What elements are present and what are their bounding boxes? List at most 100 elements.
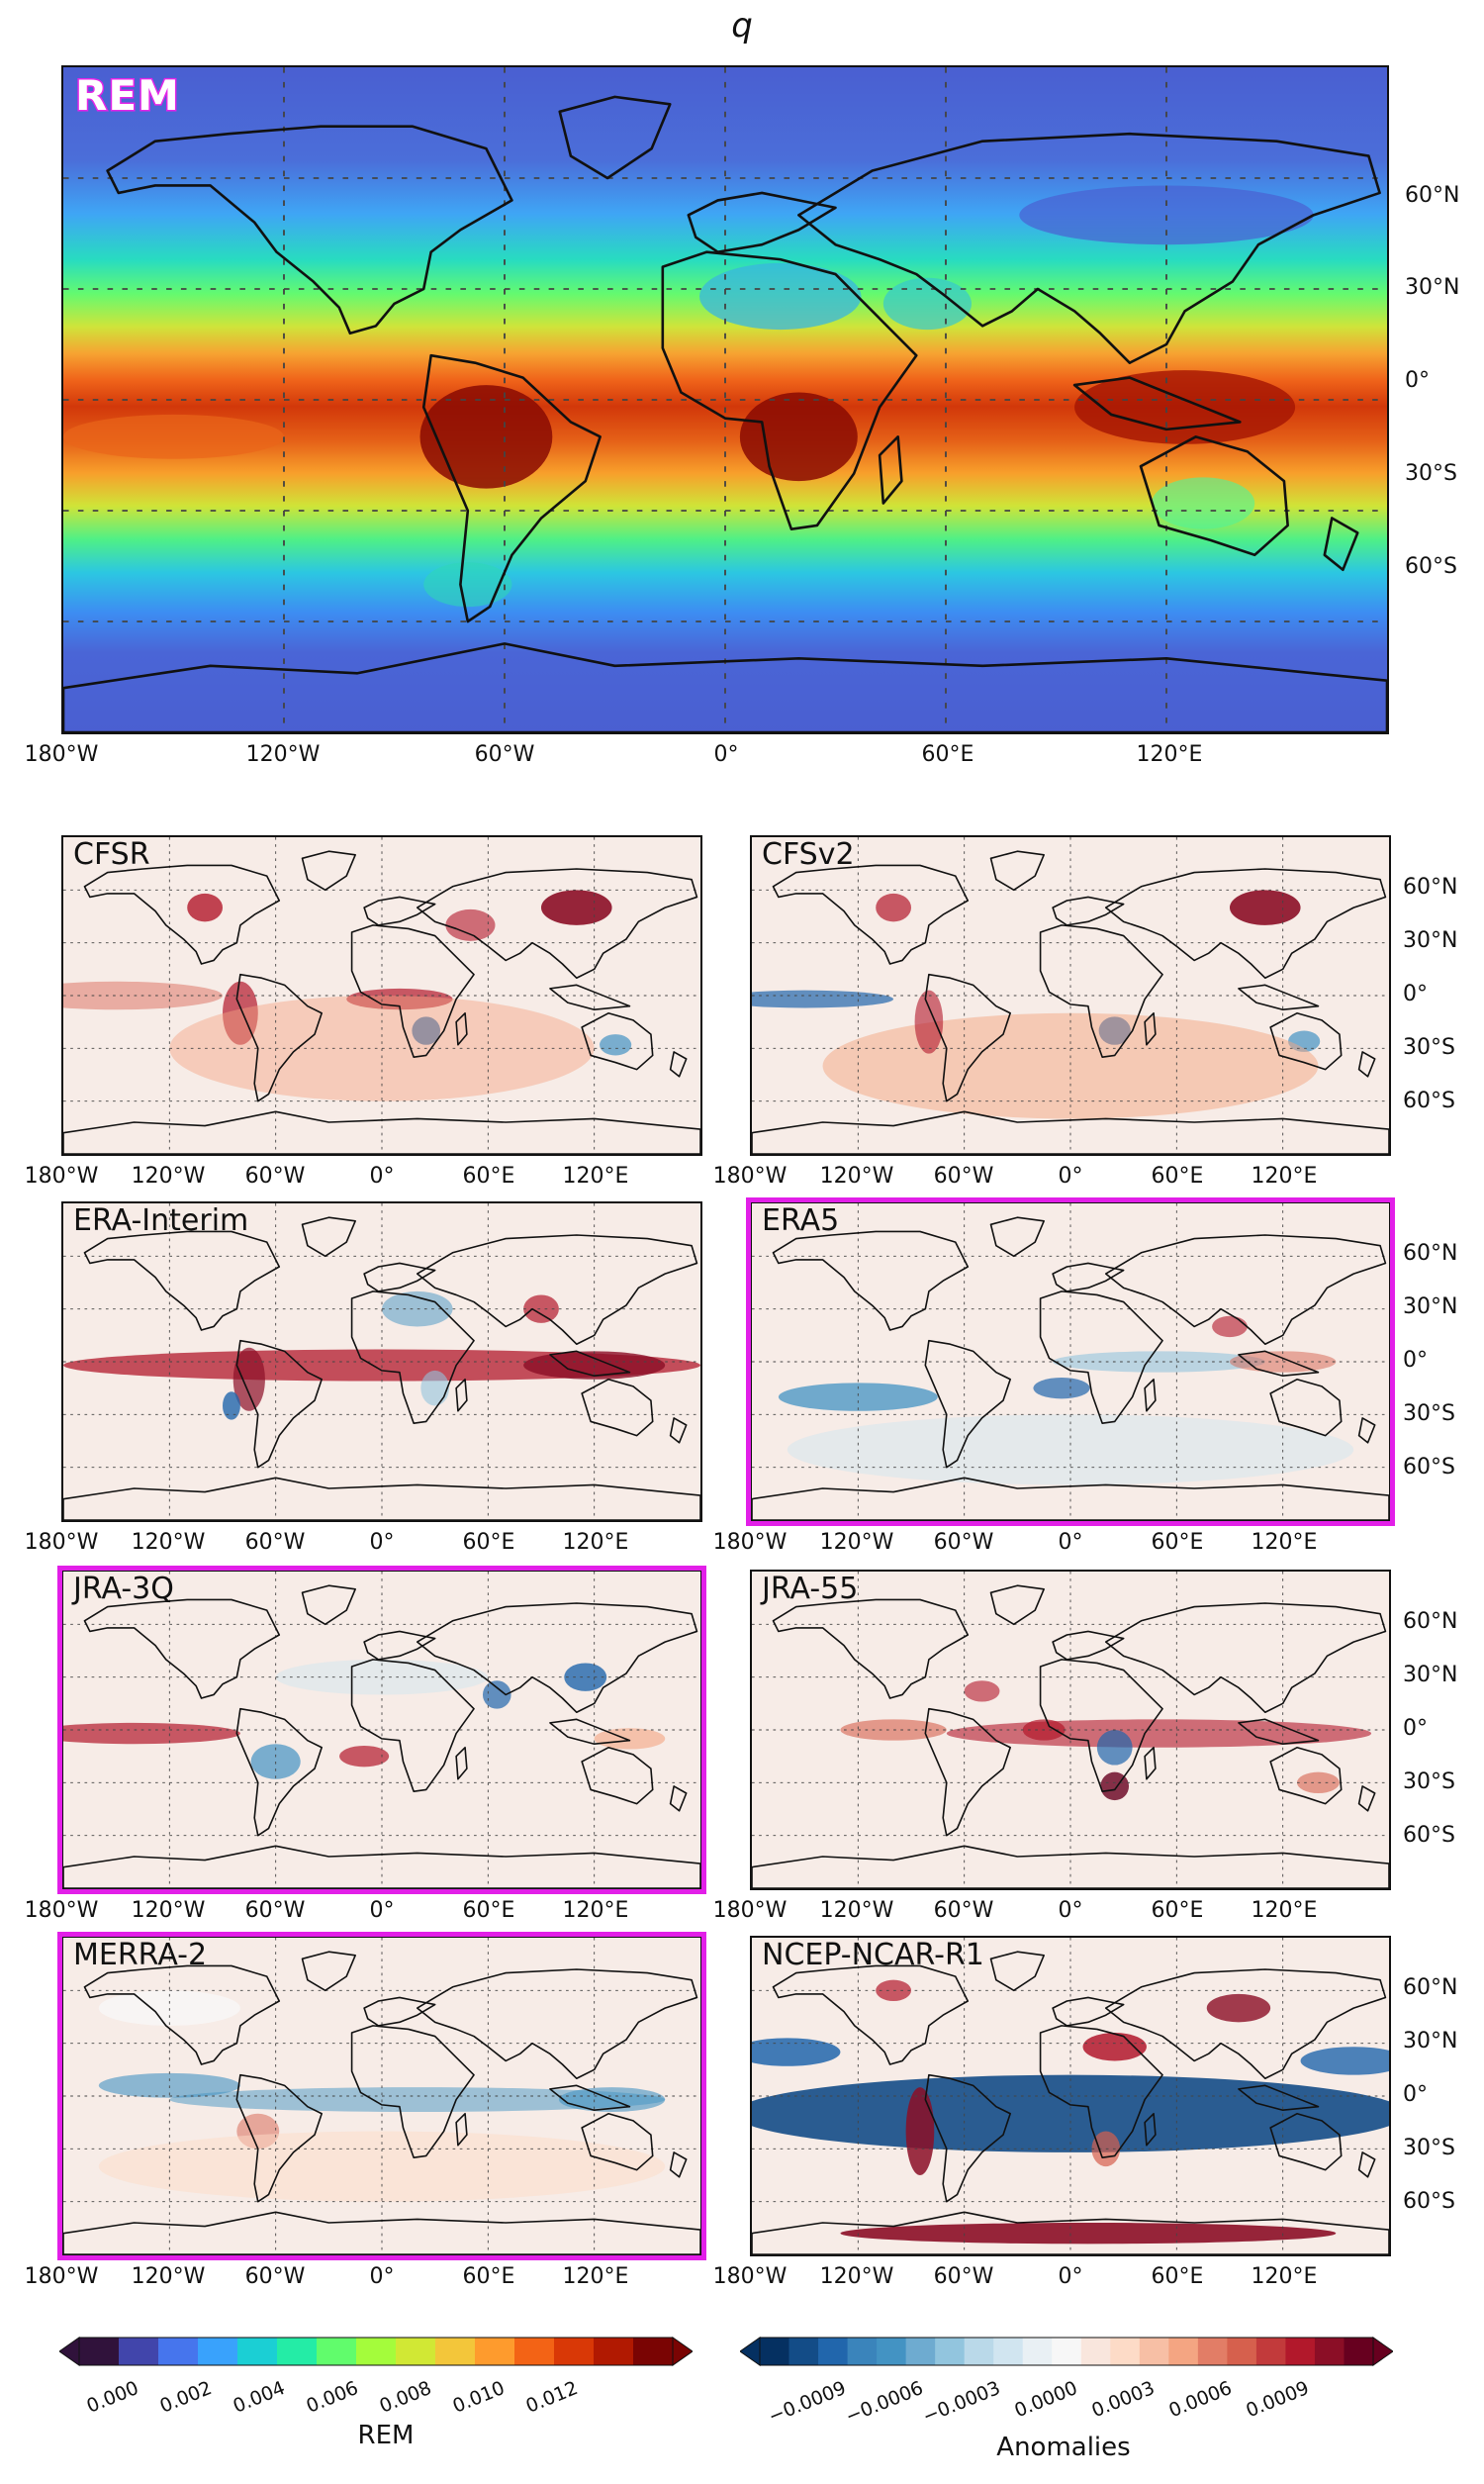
main-lat-tick: 30°S [1405, 461, 1457, 486]
anomaly-field [752, 837, 1389, 1154]
panel-lon-tick: 0° [369, 1898, 395, 1923]
anomaly-blob [840, 2223, 1337, 2245]
coastline [669, 1417, 688, 1444]
anomaly-blob [964, 1680, 1000, 1702]
coastline [363, 1996, 436, 2027]
anomaly-colorbar-tick: 0.0006 [1165, 2377, 1236, 2423]
anomaly-blob [232, 1347, 265, 1411]
coastline [581, 1378, 654, 1437]
coastline [1104, 1602, 1387, 1714]
panel-lat-tick: 60°N [1403, 875, 1458, 900]
colorbar-swatch [1110, 2338, 1141, 2365]
panel-lon-tick: 120°E [562, 2264, 629, 2289]
rem-colorbar-tick: 0.004 [230, 2377, 289, 2418]
anomaly-blob [778, 1383, 938, 1411]
coastline [235, 973, 323, 1102]
coastline [83, 1964, 281, 2065]
colorbar-swatch [935, 2338, 966, 2365]
colorbar-swatch [788, 2338, 819, 2365]
panel-lon-tick: 0° [1058, 1164, 1083, 1189]
main-lon-tick: 60°E [921, 742, 974, 767]
main-lat-tick: 60°N [1405, 183, 1460, 208]
anomaly-colorbar-tick: 0.0000 [1011, 2377, 1081, 2423]
panel-lat-tick: 60°S [1403, 1823, 1455, 1848]
panel-lat-tick: 0° [1403, 982, 1428, 1006]
panel-lon-tick: 60°E [462, 1898, 515, 1923]
rem-colorbar-label: REM [357, 2421, 415, 2450]
panel-lon-tick: 60°E [1151, 1164, 1204, 1189]
colorbar-swatch [633, 2338, 674, 2365]
coastline [455, 1746, 468, 1780]
panel-lon-tick: 60°W [933, 1898, 994, 1923]
anomaly-field [752, 1572, 1389, 1888]
panel-lon-tick: 60°E [462, 2264, 515, 2289]
coastline [63, 642, 1387, 732]
coastline [1052, 1996, 1125, 2027]
anomaly-blob [914, 990, 944, 1054]
colorbar-swatch [1168, 2338, 1199, 2365]
coastline [1104, 1234, 1387, 1346]
coastline [350, 924, 475, 1059]
colorbar-swatch [237, 2338, 278, 2365]
anomaly-colorbar-tick: −0.0006 [842, 2377, 927, 2429]
coastline [581, 1746, 654, 1805]
panel-cfsv2-map: CFSv2 [750, 835, 1391, 1156]
main-lat-tick: 30°N [1405, 275, 1460, 300]
coastline [63, 2211, 700, 2254]
panel-lat-tick: 30°S [1403, 1401, 1455, 1426]
coastline [83, 1230, 281, 1331]
colorbar-swatch [1344, 2338, 1374, 2365]
coastline [106, 125, 513, 335]
coastline [363, 896, 436, 926]
panel-lon-tick: 0° [369, 2264, 395, 2289]
anomaly-blob [1033, 1378, 1090, 1399]
panel-lon-tick: 60°W [933, 1164, 994, 1189]
coastline [687, 191, 837, 253]
panel-lon-tick: 180°W [712, 1898, 788, 1923]
australia-dry [1152, 477, 1255, 529]
anomaly-blob [445, 908, 496, 941]
coastline [1269, 2112, 1343, 2171]
colorbar-extend-high [672, 2337, 693, 2366]
coastline [989, 1951, 1045, 1992]
panel-lat-tick: 30°N [1403, 1294, 1458, 1319]
coastline [1269, 1011, 1343, 1071]
coastline [350, 1290, 475, 1425]
coastline [1238, 1718, 1320, 1746]
colorbar-swatch [514, 2338, 555, 2365]
anomaly-blob [822, 1012, 1319, 1119]
coastline [669, 1785, 688, 1812]
anomaly-blob [339, 1746, 390, 1767]
panel-lon-tick: 60°W [933, 1530, 994, 1555]
coastline [455, 2112, 468, 2147]
panel-lat-tick: 0° [1403, 1716, 1428, 1741]
coastline [63, 1845, 700, 1888]
anomaly-blob [482, 1680, 511, 1709]
main-lon-tick: 60°W [474, 742, 535, 767]
panel-label: CFSv2 [762, 837, 855, 872]
anomaly-blob [876, 893, 911, 922]
anomaly-blob [840, 1719, 947, 1741]
anomaly-colorbar-tick: −0.0003 [919, 2377, 1004, 2429]
panel-lat-tick: 60°N [1403, 1241, 1458, 1266]
panel-lon-tick: 120°E [1251, 1530, 1318, 1555]
anomaly-blob [876, 1979, 911, 2001]
pacific-moist-band [63, 414, 284, 459]
panel-lon-tick: 180°W [712, 2264, 788, 2289]
coastline [1357, 1785, 1376, 1812]
anomaly-colorbar-label: Anomalies [996, 2433, 1131, 2462]
coastline [752, 1477, 1389, 1520]
coastline [421, 353, 602, 623]
panel-lon-tick: 120°E [562, 1530, 629, 1555]
panel-label: ERA-Interim [73, 1203, 249, 1238]
panel-lon-tick: 60°W [933, 2264, 994, 2289]
maritime-continent-moist-core [1074, 370, 1296, 444]
anomaly-blob [1212, 1315, 1248, 1338]
panel-lat-tick: 30°S [1403, 1769, 1455, 1794]
colorbar-swatch [594, 2338, 634, 2365]
panel-lon-tick: 120°E [562, 1164, 629, 1189]
coastline [581, 1011, 654, 1071]
coastline [752, 1110, 1389, 1154]
panel-lon-tick: 60°W [244, 2264, 306, 2289]
rem-field [63, 67, 1387, 732]
